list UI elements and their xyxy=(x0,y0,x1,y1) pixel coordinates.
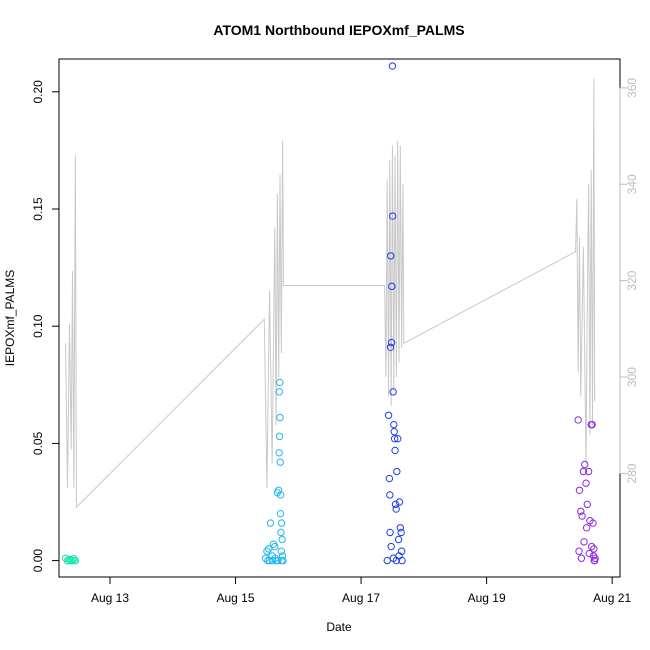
data-point xyxy=(577,507,585,516)
data-point xyxy=(391,446,399,455)
data-point xyxy=(275,449,283,457)
x-tick-label: Aug 21 xyxy=(593,591,631,605)
y2-tick-label: 320 xyxy=(625,270,639,290)
data-point xyxy=(396,524,405,532)
data-point xyxy=(391,500,400,509)
data-point xyxy=(271,554,279,562)
data-point xyxy=(589,519,597,527)
data-point xyxy=(589,552,598,560)
data-point xyxy=(580,538,588,546)
plot-frame xyxy=(58,58,621,578)
data-point xyxy=(582,524,591,532)
y2-tick-label: 360 xyxy=(625,78,639,98)
data-point xyxy=(263,547,271,555)
data-point xyxy=(274,486,283,494)
data-point xyxy=(275,432,284,441)
data-point xyxy=(70,556,79,565)
y-tick-label: 0.15 xyxy=(31,197,45,221)
y-axis-left: 0.00 0.05 0.10 0.15 0.20 xyxy=(31,80,60,573)
data-point xyxy=(266,519,275,527)
data-point xyxy=(575,486,584,494)
data-point xyxy=(392,505,400,513)
x-axis: Aug 13 Aug 15 Aug 17 Aug 19 Aug 21 xyxy=(91,576,631,605)
data-point xyxy=(393,467,401,476)
data-point xyxy=(276,510,285,518)
y-tick-label: 0.05 xyxy=(31,431,45,455)
data-point xyxy=(274,556,282,565)
data-point xyxy=(582,479,590,487)
data-point xyxy=(386,343,395,351)
data-point xyxy=(591,554,599,562)
data-point xyxy=(384,411,393,419)
data-point xyxy=(393,435,402,443)
data-point xyxy=(386,528,394,537)
data-point xyxy=(278,552,287,560)
data-point xyxy=(279,556,287,565)
x-tick-label: Aug 15 xyxy=(217,591,255,605)
data-point xyxy=(394,535,403,544)
data-point xyxy=(277,519,286,527)
chart-title: ATOM1 Northbound IEPOXmf_PALMS xyxy=(213,22,464,38)
data-point xyxy=(386,491,394,499)
data-point xyxy=(275,388,284,396)
data-point xyxy=(395,498,404,506)
data-point xyxy=(387,338,396,347)
y-axis-label: IEPOXmf_PALMS xyxy=(3,270,17,366)
data-point xyxy=(387,542,395,551)
data-point xyxy=(575,547,583,555)
x-tick-label: Aug 17 xyxy=(342,591,380,605)
data-point xyxy=(577,554,586,562)
data-point xyxy=(387,252,395,260)
points-layer xyxy=(61,62,599,565)
y2-tick-label: 300 xyxy=(625,367,639,387)
data-point xyxy=(398,556,406,565)
data-point xyxy=(390,427,398,436)
data-point xyxy=(588,420,596,429)
data-point xyxy=(388,282,396,291)
y-tick-label: 0.20 xyxy=(31,80,45,104)
data-point xyxy=(578,512,586,520)
data-point xyxy=(385,474,394,483)
y-tick-label: 0.10 xyxy=(31,314,45,338)
data-point xyxy=(388,62,397,70)
data-point xyxy=(276,378,284,387)
data-point xyxy=(261,554,270,562)
data-point xyxy=(383,556,391,565)
data-point xyxy=(390,435,399,443)
data-point xyxy=(389,388,397,396)
data-point xyxy=(397,528,405,537)
series-line-layer xyxy=(65,78,596,509)
data-point xyxy=(277,528,285,537)
data-point xyxy=(276,491,285,499)
x-tick-label: Aug 13 xyxy=(91,591,129,605)
data-point xyxy=(390,420,398,429)
data-point xyxy=(585,549,593,558)
data-point xyxy=(583,500,592,509)
data-point xyxy=(277,547,286,555)
data-point xyxy=(388,212,397,220)
data-point xyxy=(574,416,582,424)
y2-tick-label: 280 xyxy=(625,463,639,483)
data-point xyxy=(271,542,279,551)
data-point xyxy=(587,542,596,551)
x-axis-label: Date xyxy=(326,620,352,634)
data-point xyxy=(276,458,284,466)
data-point xyxy=(67,556,75,564)
series-line xyxy=(65,78,596,509)
data-point xyxy=(278,535,286,544)
data-point xyxy=(580,460,589,469)
y2-tick-label: 340 xyxy=(625,174,639,194)
x-tick-label: Aug 19 xyxy=(468,591,506,605)
data-point xyxy=(584,467,593,476)
y-axis-right: 280 300 320 340 360 xyxy=(619,78,639,483)
data-point xyxy=(276,413,284,422)
data-point xyxy=(590,545,598,553)
data-point xyxy=(264,545,273,553)
y-tick-label: 0.00 xyxy=(31,549,45,573)
data-point xyxy=(579,467,588,476)
